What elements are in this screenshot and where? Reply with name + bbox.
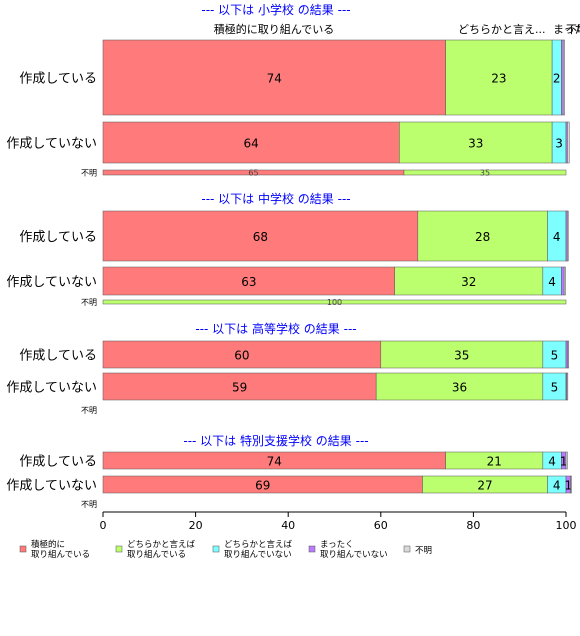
legend-label: 積極的に取り組んでいる xyxy=(31,539,90,560)
row-label: 作成していない xyxy=(6,381,97,396)
legend-swatch xyxy=(403,545,411,553)
data-label: 1 xyxy=(564,479,572,493)
data-label: 2 xyxy=(553,72,561,86)
bar-segment xyxy=(570,475,572,494)
data-label: 64 xyxy=(244,137,259,151)
category-header: どちらかと言え... xyxy=(458,23,546,36)
legend-label: 不明 xyxy=(415,546,432,556)
panel-title: --- 以下は 特別支援学校 の結果 --- xyxy=(183,433,368,448)
category-header: 不明 xyxy=(566,23,580,36)
x-tick-label: 60 xyxy=(374,519,388,532)
bar-segment xyxy=(380,340,544,369)
legend-swatch xyxy=(308,545,316,553)
panel-title: --- 以下は 高等学校 の結果 --- xyxy=(195,321,356,336)
bar-segment xyxy=(563,266,566,296)
bar-segment xyxy=(102,299,567,305)
row-label: 不明 xyxy=(81,500,97,509)
data-label: 74 xyxy=(267,455,282,469)
bar-segment xyxy=(445,39,553,116)
row-label: 不明 xyxy=(81,298,97,307)
bar-segment xyxy=(403,169,567,176)
data-label: 35 xyxy=(480,169,490,178)
row-label: 不明 xyxy=(81,169,97,178)
x-tick-label: 100 xyxy=(556,519,577,532)
data-label: 27 xyxy=(477,479,492,493)
legend-swatch xyxy=(212,545,220,553)
data-label: 33 xyxy=(468,137,483,151)
bar-segment xyxy=(562,39,565,116)
row-label: 不明 xyxy=(81,406,97,415)
data-label: 4 xyxy=(553,479,561,493)
data-label: 68 xyxy=(253,230,268,244)
data-label: 65 xyxy=(248,169,258,178)
bar-segment xyxy=(567,210,569,262)
x-tick-label: 20 xyxy=(189,519,203,532)
row-label: 作成している xyxy=(19,349,97,364)
panel-title: --- 以下は 小学校 の結果 --- xyxy=(201,2,350,17)
data-label: 36 xyxy=(452,381,467,395)
bar-segment xyxy=(561,266,565,296)
data-label: 5 xyxy=(551,349,559,363)
data-label: 4 xyxy=(553,230,561,244)
bar-segment xyxy=(102,39,446,116)
bar-segment xyxy=(565,451,568,470)
data-label: 35 xyxy=(454,349,469,363)
legend-swatch xyxy=(19,545,27,553)
bar-segment xyxy=(565,340,569,369)
bar-segment xyxy=(102,340,382,369)
bar-segment xyxy=(394,266,544,296)
x-tick-label: 40 xyxy=(281,519,295,532)
legend-swatch xyxy=(115,545,123,553)
panel-title: --- 以下は 中学校 の結果 --- xyxy=(201,191,350,206)
data-label: 28 xyxy=(475,230,490,244)
data-label: 74 xyxy=(267,72,282,86)
data-label: 1 xyxy=(560,455,568,469)
bar-segment xyxy=(417,210,548,262)
data-label: 21 xyxy=(487,455,502,469)
x-tick-label: 80 xyxy=(466,519,480,532)
row-label: 作成している xyxy=(19,230,97,245)
bar-segment xyxy=(561,39,564,116)
data-label: 4 xyxy=(548,275,556,289)
bar-segment xyxy=(567,340,570,369)
data-label: 4 xyxy=(548,455,556,469)
legend-label: どちらかと言えば取り組んでいない xyxy=(224,539,293,560)
row-label: 作成していない xyxy=(6,137,97,152)
bar-segment xyxy=(399,121,553,164)
data-label: 3 xyxy=(555,137,563,151)
legend-label: まったく取り組んでいない xyxy=(320,540,388,560)
row-label: 作成している xyxy=(19,72,97,87)
data-label: 59 xyxy=(232,381,247,395)
data-label: 100 xyxy=(327,298,342,307)
bar-segment xyxy=(375,372,544,401)
data-label: 69 xyxy=(255,479,270,493)
legend-label: どちらかと言えば取り組んでいる xyxy=(127,539,196,560)
bar-segment xyxy=(102,266,395,296)
data-label: 5 xyxy=(551,381,559,395)
x-tick-label: 0 xyxy=(100,519,107,532)
bar-segment xyxy=(567,121,570,164)
category-header: まった... xyxy=(553,23,580,36)
row-label: 作成している xyxy=(19,455,97,470)
data-label: 23 xyxy=(491,72,506,86)
category-header: 積極的に取り組んでいる xyxy=(214,22,334,36)
data-label: 63 xyxy=(241,275,256,289)
bar-segment xyxy=(566,372,569,401)
bar-segment xyxy=(102,372,377,401)
row-label: 作成していない xyxy=(6,479,97,494)
data-label: 60 xyxy=(234,349,249,363)
data-label: 32 xyxy=(461,275,476,289)
row-label: 作成していない xyxy=(6,275,97,290)
